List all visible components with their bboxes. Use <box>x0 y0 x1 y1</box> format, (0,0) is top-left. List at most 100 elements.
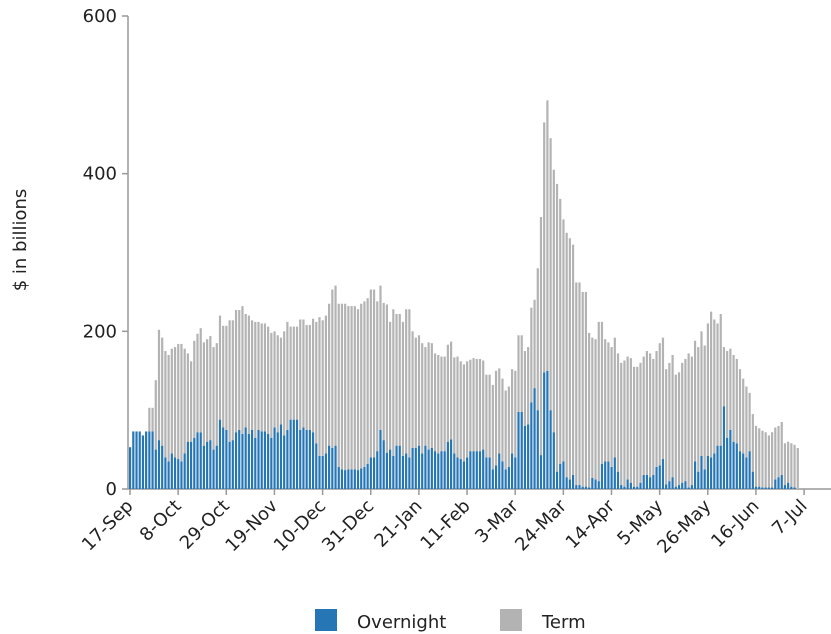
bar-segment <box>148 431 151 489</box>
bar-segment <box>173 347 177 458</box>
x-tick-label: 21-Jan <box>370 496 426 552</box>
bar-segment <box>626 479 629 489</box>
bar-segment <box>180 343 183 462</box>
y-tick-label: 0 <box>106 479 117 500</box>
bar-segment <box>729 348 732 430</box>
bar-segment <box>250 429 254 489</box>
bar-segment <box>395 313 398 446</box>
bar-segment <box>350 469 353 489</box>
x-tick-label: 24-Mar <box>511 495 571 555</box>
bar-segment <box>645 351 649 475</box>
bar-segment <box>244 427 247 489</box>
bar-segment <box>234 432 238 489</box>
bar-segment <box>350 306 353 470</box>
bar-segment <box>218 419 222 489</box>
bar-segment <box>440 451 443 489</box>
bar-segment <box>507 466 510 489</box>
bar-segment <box>578 282 581 486</box>
bar-segment <box>668 362 671 482</box>
bar-segment <box>328 445 331 489</box>
bar-segment <box>199 432 202 489</box>
bar-segment <box>244 313 247 428</box>
bar-segment <box>379 285 382 430</box>
bar-segment <box>642 356 645 475</box>
bar-segment <box>225 325 228 430</box>
bar-segment <box>777 425 780 478</box>
bar-segment <box>193 437 196 489</box>
bar-segment <box>234 310 238 433</box>
bar-segment <box>138 431 141 489</box>
bar-segment <box>600 463 604 489</box>
bar-segment <box>655 466 658 489</box>
bar-segment <box>700 455 703 489</box>
bar-segment <box>571 244 575 475</box>
bar-segment <box>218 315 222 420</box>
x-tick-label: 31-Dec <box>318 496 378 556</box>
bar-segment <box>726 437 729 489</box>
bar-segment <box>183 348 186 454</box>
bar-segment <box>283 331 286 436</box>
bar-segment <box>389 449 392 489</box>
bar-segment <box>604 339 607 462</box>
bar-segment <box>267 326 270 434</box>
bar-segment <box>154 380 157 450</box>
bar-segment <box>523 425 527 489</box>
bar-segment <box>742 453 745 489</box>
bar-segment <box>180 461 183 489</box>
bar-segment <box>433 451 437 489</box>
bar-segment <box>305 325 308 430</box>
bar-segment <box>292 326 295 420</box>
bar-segment <box>453 357 456 454</box>
bar-segment <box>693 461 697 489</box>
bar-segment <box>530 402 533 489</box>
bar-segment <box>510 453 514 489</box>
bar-segment <box>777 477 780 489</box>
bar-segment <box>228 441 231 489</box>
bar-segment <box>446 441 449 489</box>
bar-segment <box>661 337 665 460</box>
bar-segment <box>398 445 401 489</box>
bar-segment <box>283 435 286 489</box>
bar-segment <box>504 390 507 470</box>
bar-segment <box>347 306 350 470</box>
bar-segment <box>687 353 690 488</box>
bar-segment <box>684 358 687 482</box>
bar-segment <box>472 451 475 489</box>
bar-segment <box>238 310 241 430</box>
bar-segment <box>295 419 299 489</box>
bar-segment <box>738 451 742 489</box>
bar-segment <box>482 449 485 489</box>
bar-segment <box>405 309 408 454</box>
bar-segment <box>344 303 347 471</box>
bar-segment <box>514 370 517 458</box>
bar-segment <box>189 361 193 442</box>
bar-segment <box>231 320 234 441</box>
bar-segment <box>722 347 726 407</box>
bar-segment <box>578 485 581 489</box>
bar-segment <box>305 429 308 489</box>
bar-segment <box>754 486 758 489</box>
bar-segment <box>793 487 796 489</box>
bar-segment <box>398 313 401 446</box>
bar-segment <box>488 457 491 489</box>
bar-segment <box>247 433 250 489</box>
bar-segment <box>780 421 783 475</box>
bar-segment <box>129 447 132 489</box>
bar-segment <box>392 309 395 456</box>
bar-segment <box>356 309 360 471</box>
bar-segment <box>783 485 787 489</box>
bar-segment <box>761 430 764 488</box>
bar-segment <box>703 469 706 489</box>
bar-segment <box>568 479 571 489</box>
bar-segment <box>613 337 616 458</box>
bar-segment <box>353 306 356 470</box>
bar-segment <box>488 374 491 458</box>
bar-segment <box>649 477 652 489</box>
bar-segment <box>263 323 267 432</box>
bar-segment <box>510 369 514 454</box>
bar-segment <box>713 453 716 489</box>
bar-segment <box>600 321 604 464</box>
bar-segment <box>331 448 334 489</box>
bar-segment <box>209 336 212 441</box>
